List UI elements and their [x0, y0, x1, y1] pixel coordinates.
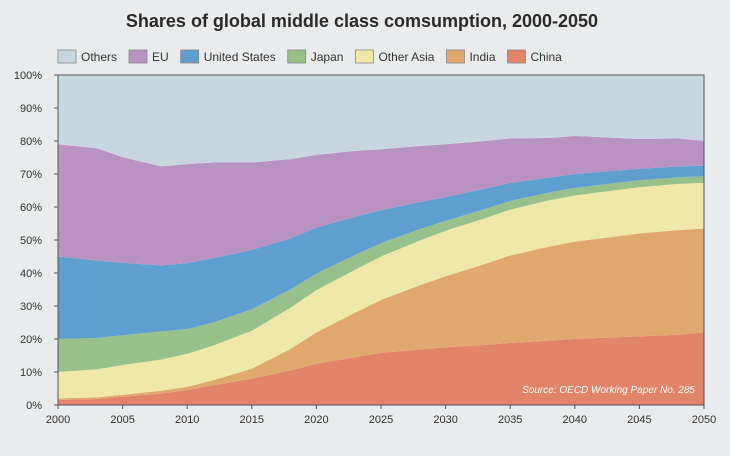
x-tick-label: 2050: [692, 414, 716, 426]
y-tick-label: 70%: [20, 169, 42, 181]
x-tick-label: 2020: [304, 414, 328, 426]
legend-item-united-states: United States: [180, 49, 276, 64]
y-tick-label: 20%: [20, 334, 42, 346]
area-eu: [58, 136, 704, 266]
y-tick-label: 10%: [20, 367, 42, 379]
area-others: [58, 75, 704, 167]
y-tick-label: 60%: [20, 202, 42, 214]
y-tick-label: 50%: [20, 235, 42, 247]
legend: Others EU United States Japan Other Asia Indi…: [57, 49, 563, 64]
legend-label: India: [469, 50, 495, 64]
legend-swatch: [446, 49, 465, 64]
legend-label: United States: [204, 50, 276, 64]
area-china: [58, 332, 704, 405]
legend-swatch: [287, 49, 307, 64]
source-note: Source: OECD Working Paper No. 285: [522, 385, 695, 396]
area-other-asia: [58, 182, 704, 399]
area-united-states: [58, 165, 704, 339]
chart-title: Shares of global middle class comsumptio…: [126, 11, 598, 31]
y-tick-label: 100%: [14, 70, 42, 82]
legend-item-eu: EU: [128, 49, 169, 64]
legend-swatch: [180, 49, 200, 64]
x-tick-label: 2005: [110, 414, 134, 426]
y-tick-label: 90%: [20, 103, 42, 115]
legend-swatch: [57, 49, 77, 64]
y-axis: 0% 10% 20% 30% 40% 50% 60% 70% 80% 90% 100%: [14, 70, 58, 412]
y-tick-label: 40%: [20, 268, 42, 280]
x-tick-label: 2030: [433, 414, 457, 426]
legend-label: EU: [152, 50, 169, 64]
legend-item-other-asia: Other Asia: [355, 49, 435, 64]
legend-item-japan: Japan: [287, 49, 344, 64]
x-tick-label: 2015: [240, 414, 264, 426]
y-tick-label: 80%: [20, 136, 42, 148]
x-axis: 2000 2005 2010 2015 2020 2025 2030 2035 2040 2045…: [46, 405, 716, 426]
area-japan: [58, 176, 704, 372]
legend-swatch: [355, 49, 374, 64]
y-tick-label: 0%: [26, 400, 42, 412]
plot-area: [57, 74, 705, 406]
legend-label: Japan: [311, 50, 344, 64]
legend-swatch: [507, 49, 526, 64]
legend-label: China: [531, 50, 563, 64]
x-tick-label: 2040: [563, 414, 587, 426]
legend-item-china: China: [507, 49, 563, 64]
x-tick-label: 2035: [498, 414, 522, 426]
area-india: [58, 228, 704, 401]
legend-label: Other Asia: [378, 50, 434, 64]
y-tick-label: 30%: [20, 301, 42, 313]
x-tick-label: 2000: [46, 414, 70, 426]
legend-swatch: [128, 49, 148, 64]
x-tick-label: 2025: [369, 414, 393, 426]
legend-item-india: India: [446, 49, 496, 64]
x-tick-label: 2010: [175, 414, 199, 426]
x-tick-label: 2045: [627, 414, 651, 426]
legend-label: Others: [81, 50, 117, 64]
legend-item-others: Others: [57, 49, 117, 64]
